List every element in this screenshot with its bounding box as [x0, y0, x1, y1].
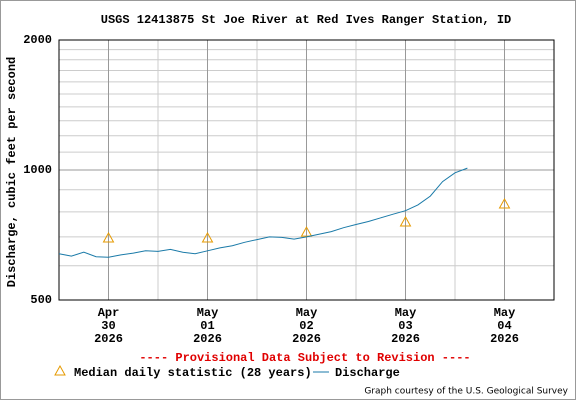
median-marker [498, 198, 511, 209]
x-tick-label: 02 [299, 319, 313, 333]
y-tick-label: 2000 [23, 33, 52, 47]
x-tick-label: May [395, 306, 417, 320]
plot-border [58, 39, 555, 301]
x-tick-label: 2026 [292, 332, 321, 346]
median-marker [102, 231, 115, 243]
x-tick-label: 2026 [391, 332, 420, 346]
x-tick-label: 2026 [193, 332, 222, 346]
x-tick-label: Apr [98, 306, 120, 320]
chart-title: USGS 12413875 St Joe River at Red Ives R… [101, 13, 511, 27]
legend-label: Median daily statistic (28 years) [74, 366, 312, 380]
legend-label: Discharge [335, 366, 400, 380]
x-tick-label: 03 [398, 319, 412, 333]
y-axis-label: Discharge, cubic feet per second [5, 57, 19, 287]
legend-marker [54, 364, 66, 376]
median-marker [399, 215, 412, 227]
x-tick-label: May [494, 306, 516, 320]
discharge-line [58, 167, 468, 258]
median-marker [201, 231, 214, 243]
credit: Graph courtesy of the U.S. Geological Su… [364, 387, 568, 397]
x-tick-label: 2026 [94, 332, 123, 346]
x-tick-label: 04 [497, 319, 511, 333]
annotation: ---- Provisional Data Subject to Revisio… [139, 351, 470, 365]
x-tick-label: 2026 [490, 332, 519, 346]
x-tick-label: May [197, 306, 219, 320]
x-tick-label: 30 [101, 319, 115, 333]
median-marker [300, 226, 313, 237]
x-tick-label: 01 [200, 319, 214, 333]
y-tick-label: 500 [30, 293, 52, 307]
x-tick-label: May [296, 306, 318, 320]
y-tick-label: 1000 [23, 163, 52, 177]
